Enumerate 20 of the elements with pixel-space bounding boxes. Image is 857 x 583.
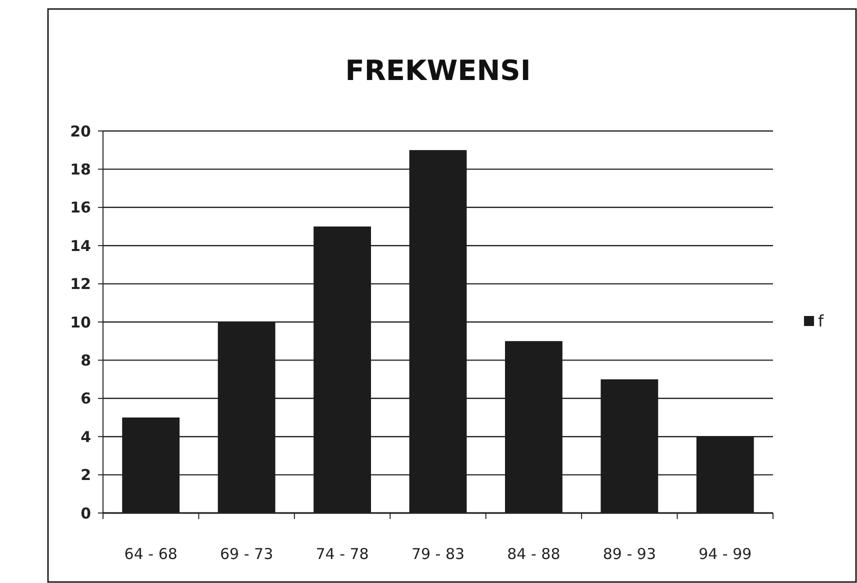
- y-tick-label: 0: [80, 504, 91, 522]
- y-tick-label: 12: [70, 275, 91, 294]
- y-tick-label: 8: [80, 351, 91, 370]
- x-tick-label: 69 - 73: [220, 545, 274, 563]
- y-tick-label: 16: [70, 198, 91, 217]
- x-tick-label: 94 - 99: [698, 545, 752, 563]
- x-tick-label: 74 - 78: [316, 545, 369, 563]
- y-tick-label: 10: [70, 313, 91, 332]
- chart-title: FREKWENSI: [345, 54, 531, 87]
- y-tick-label: 14: [70, 236, 91, 255]
- y-tick-label: 20: [70, 122, 91, 140]
- x-tick-label: 84 - 88: [507, 545, 560, 563]
- y-tick-label: 6: [80, 390, 91, 408]
- legend-label: f: [818, 312, 824, 331]
- x-tick-label: 64 - 68: [124, 545, 178, 563]
- y-tick-label: 2: [80, 466, 91, 484]
- x-tick-label: 89 - 93: [602, 545, 656, 563]
- y-tick-label: 4: [80, 428, 91, 446]
- x-tick-label: 79 - 83: [411, 545, 465, 563]
- y-tick-label: 18: [70, 160, 91, 178]
